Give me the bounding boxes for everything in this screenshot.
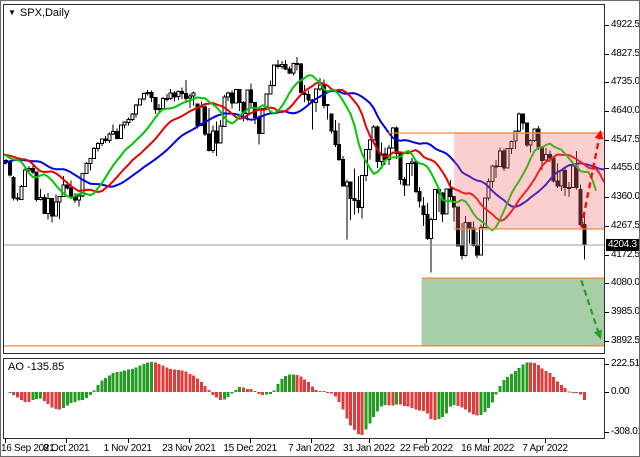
- price-tick-mark: [605, 54, 609, 55]
- time-tick-mark: [311, 439, 312, 443]
- ao-tick-mark: [605, 392, 609, 393]
- time-tick-mark: [128, 439, 129, 443]
- ao-tick-label: -308.01: [611, 426, 640, 437]
- price-tick-mark: [605, 255, 609, 256]
- alligator-jaw-line: [4, 89, 604, 208]
- alligator-lips-line: [4, 74, 597, 232]
- time-tick-mark: [488, 439, 489, 443]
- time-tick-label: 22 Feb 2022: [399, 443, 453, 454]
- time-tick-label: 1 Nov 2021: [103, 443, 152, 454]
- analysis-zones: [4, 132, 604, 347]
- time-tick-label: 16 Sep 2021: [1, 443, 55, 454]
- price-tick-label: 4735.0: [611, 76, 640, 88]
- time-tick-label: 7 Jan 2022: [288, 443, 335, 454]
- time-axis[interactable]: 16 Sep 2021 8 Oct 2021 1 Nov 2021 23 Nov 20…: [1, 439, 605, 456]
- price-axis[interactable]: 4922.5 4827.5 4735.0 4640.0 4547.5 4455.0 4360…: [605, 1, 640, 456]
- current-price-badge: 4204.3: [606, 239, 639, 251]
- time-tick-label: 31 Jan 2022: [342, 443, 395, 454]
- price-tick-mark: [605, 111, 609, 112]
- price-tick-mark: [605, 197, 609, 198]
- time-tick-mark: [426, 439, 427, 443]
- support-zone: [421, 278, 604, 346]
- price-tick-label: 4172.5: [611, 248, 640, 260]
- time-tick-label: 23 Nov 2021: [162, 443, 216, 454]
- time-tick-mark: [66, 439, 67, 443]
- bullish-projection-arrow-head: [594, 129, 604, 140]
- ao-tick-mark: [605, 364, 609, 365]
- resistance-zone: [454, 133, 604, 230]
- time-tick-label: 8 Oct 2021: [43, 443, 90, 454]
- price-tick-label: 4455.0: [611, 162, 640, 174]
- price-tick-mark: [605, 226, 609, 227]
- candlestick-series: [4, 56, 587, 273]
- price-chart-canvas[interactable]: [4, 5, 604, 353]
- time-tick-label: 15 Dec 2021: [223, 443, 277, 454]
- time-tick-mark: [5, 439, 6, 443]
- price-tick-label: 4827.5: [611, 47, 640, 59]
- price-tick-mark: [605, 312, 609, 313]
- price-tick-mark: [605, 283, 609, 284]
- price-tick-mark: [605, 25, 609, 26]
- ao-tick-label: 222.51: [611, 358, 640, 369]
- ao-indicator-label: AO -135.85: [8, 361, 65, 373]
- price-tick-label: 3892.5: [611, 334, 640, 346]
- symbol-title: SPX,Daily: [19, 7, 70, 19]
- time-tick-mark: [545, 439, 546, 443]
- time-tick-mark: [250, 439, 251, 443]
- ao-indicator-panel[interactable]: AO -135.85: [3, 358, 605, 439]
- projection-arrows: [580, 129, 604, 340]
- price-tick-mark: [605, 82, 609, 83]
- price-tick-mark: [605, 168, 609, 169]
- price-tick-label: 4360.0: [611, 191, 640, 203]
- price-tick-label: 4080.0: [611, 277, 640, 289]
- price-tick-label: 4922.5: [611, 18, 640, 30]
- time-tick-label: 16 Mar 2022: [461, 443, 514, 454]
- ao-tick-mark: [605, 432, 609, 433]
- ao-histogram: [8, 362, 586, 435]
- price-panel[interactable]: ▼ SPX,Daily: [3, 4, 605, 354]
- time-tick-label: 7 Apr 2022: [522, 443, 568, 454]
- ao-indicator-canvas[interactable]: [4, 359, 604, 438]
- price-tick-mark: [605, 341, 609, 342]
- price-tick-label: 4640.0: [611, 105, 640, 117]
- time-tick-mark: [189, 439, 190, 443]
- price-tick-mark: [605, 140, 609, 141]
- price-tick-label: 4267.5: [611, 219, 640, 231]
- price-tick-label: 3985.0: [611, 306, 640, 318]
- alligator-indicator: [4, 74, 604, 232]
- symbol-selector[interactable]: ▼ SPX,Daily: [8, 7, 69, 19]
- bullish-projection-arrow: [580, 136, 601, 228]
- symbol-dropdown-icon[interactable]: ▼: [8, 8, 16, 17]
- time-tick-mark: [369, 439, 370, 443]
- ao-tick-label: 0.00: [611, 385, 630, 397]
- price-tick-label: 4547.5: [611, 133, 640, 145]
- bearish-projection-arrow-head: [594, 329, 602, 340]
